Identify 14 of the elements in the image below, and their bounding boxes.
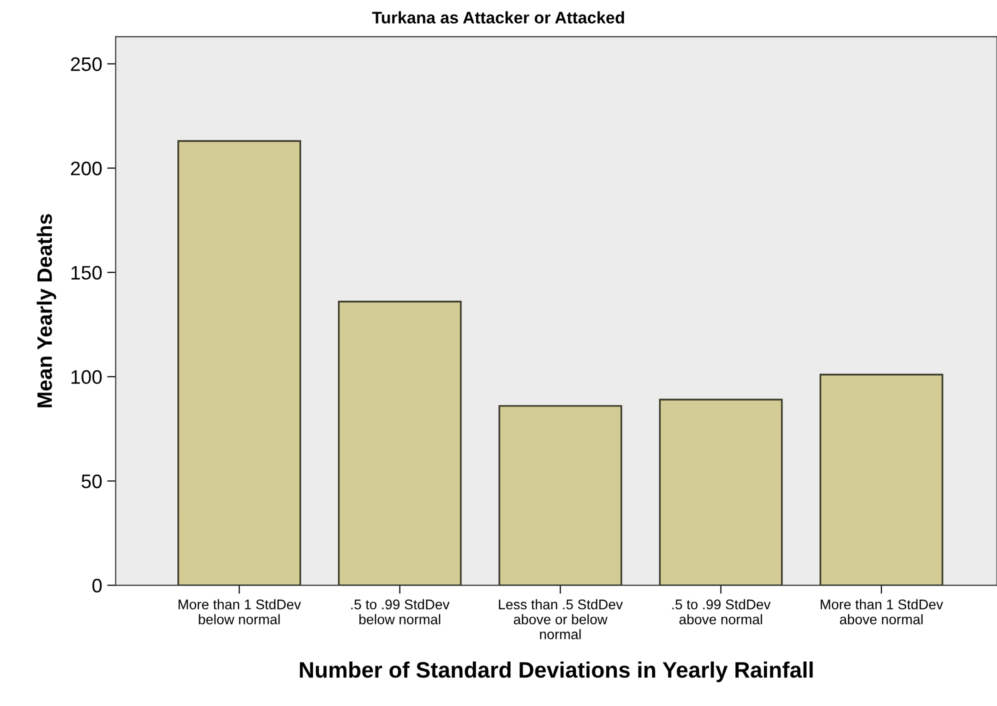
x-axis-title: Number of Standard Deviations in Yearly Rainfall xyxy=(300,661,813,682)
x-tick-label: .5 to .99 StdDev above normal xyxy=(672,599,771,624)
y-tick-label: 50 xyxy=(82,474,102,488)
y-tick-label: 250 xyxy=(70,57,102,72)
y-axis-title: Mean Yearly Deaths xyxy=(36,214,56,408)
chart-title: Turkana as Attacker or Attacked xyxy=(372,11,624,24)
x-tick-label: Less than .5 StdDev above or below normal xyxy=(498,599,623,640)
x-tick-label: More than 1 StdDev above normal xyxy=(820,599,944,624)
y-tick-label: 0 xyxy=(92,578,102,593)
y-tick-label: 100 xyxy=(72,370,102,384)
x-tick-label: .5 to .99 StdDev below normal xyxy=(351,599,450,624)
y-tick-label: 200 xyxy=(70,162,102,176)
x-tick-label: More than 1 StdDev below normal xyxy=(178,599,301,624)
y-tick-label: 150 xyxy=(72,266,102,280)
